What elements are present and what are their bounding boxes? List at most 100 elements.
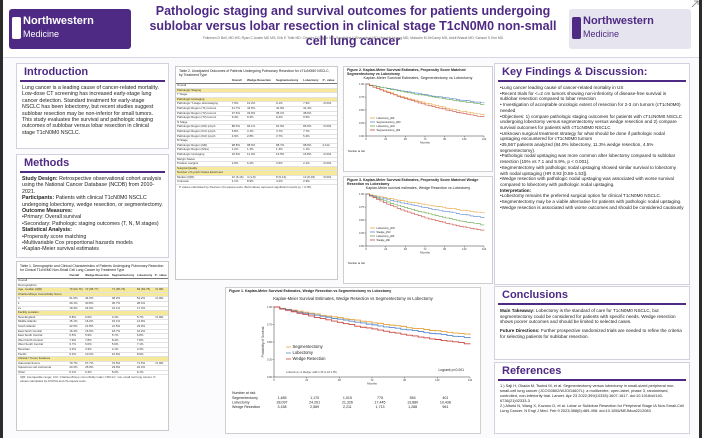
table-cell: Charlson/Deyo Comorbidity Score bbox=[17, 292, 69, 298]
risk-table-header: Number at risk bbox=[348, 261, 366, 265]
table-cell bbox=[321, 111, 337, 117]
risk-row-value: 24,261 bbox=[309, 401, 320, 405]
introduction-text: Lung cancer is a leading cause of cancer… bbox=[22, 85, 159, 136]
table-cell: 4 (1-8) bbox=[246, 175, 276, 181]
table-cell bbox=[153, 310, 168, 316]
participants-label: Participants: bbox=[22, 195, 55, 202]
introduction-heading: Introduction bbox=[20, 64, 165, 82]
table-cell: 15.1% bbox=[110, 320, 136, 325]
table-cell: 91.6% bbox=[275, 125, 303, 130]
table-row: Squamous cell carcinoma 23.2% 25.9% 23.9% 22… bbox=[17, 366, 168, 371]
table-cell bbox=[153, 352, 168, 358]
table-row: Other 6.1% 6.4% 5.6% 6.1% bbox=[17, 370, 168, 376]
table-cell bbox=[321, 157, 337, 163]
outcome-item: •Primary: Overall survival bbox=[22, 214, 82, 221]
table-row: New England 5.8% 6.6% 4.4% 5.7% <0.001 bbox=[17, 315, 168, 321]
table-cell: Middle Atlantic bbox=[17, 320, 69, 325]
table-cell: West North Central bbox=[17, 338, 69, 344]
table-1: Table 1. Demographic and Clinical Charac… bbox=[16, 261, 169, 431]
methods-section: Methods Study Design: Retrospective obse… bbox=[16, 154, 169, 258]
table-cell bbox=[153, 278, 168, 284]
table-cell: Mountain bbox=[17, 347, 69, 353]
y-tick-label: 0.75 bbox=[267, 323, 273, 327]
outcome-item: •Secondary: Pathologic staging outcomes … bbox=[22, 220, 159, 227]
table-cell bbox=[302, 138, 322, 144]
table-cell bbox=[275, 120, 303, 126]
table-cell: 2.8% bbox=[246, 134, 276, 140]
legend-label: Segmentectomy bbox=[293, 344, 324, 349]
table-cell: 10.6% bbox=[110, 352, 136, 358]
table-cell bbox=[230, 92, 247, 98]
table-cell: Pathologic Region (T2) tumors bbox=[176, 111, 231, 117]
table-cell bbox=[321, 166, 337, 172]
table-cell: 42.5% bbox=[246, 106, 276, 112]
table-cell: 0.112 bbox=[321, 143, 337, 149]
table-cell: 86.9% bbox=[302, 125, 322, 130]
table-cell: 38.6% bbox=[302, 111, 322, 117]
figure-3-caption: Figure 3. Kaplan-Meier Survival Estimate… bbox=[347, 178, 479, 187]
table-cell: Pathologic Region (M0) bbox=[176, 143, 231, 149]
x-tick-label: 0 bbox=[273, 378, 275, 382]
y-tick-label: 1.00 bbox=[359, 192, 365, 196]
table-cell: 5.4% bbox=[302, 134, 322, 140]
table-cell: Pathologic Region (M1a) bbox=[176, 148, 231, 153]
table-row: Pathologic Region (T3) tumors 9.4% 9.3% 9.2… bbox=[176, 116, 337, 121]
x-tick-label: 24 bbox=[384, 247, 387, 251]
legend-label: Wedge_pMt bbox=[377, 239, 391, 242]
table-cell: Pathologic T-stage downstaging bbox=[176, 102, 231, 107]
survival-curve-segmentectomy bbox=[274, 306, 471, 339]
table-row: Pathologic Region (T2) tumors 37.6% 33.6% 3… bbox=[176, 111, 337, 117]
table-cell: <0.001 bbox=[321, 161, 337, 167]
table-cell: 1 bbox=[17, 301, 69, 307]
table-cell: 2.9% bbox=[302, 180, 322, 186]
finding-item: •Wedge resection with pathologic nodal u… bbox=[500, 176, 674, 187]
table-cell bbox=[135, 278, 154, 284]
table-cell bbox=[321, 88, 337, 94]
reference-item: 2.) Altorki N, Wang X, Kozono D, et al. … bbox=[500, 402, 684, 413]
y-tick-label: 0.25 bbox=[267, 358, 273, 362]
table-cell bbox=[68, 292, 85, 298]
table-row: Pathologic Region (N2) lymph 4.9% 2.8% 3.7%… bbox=[176, 134, 337, 140]
table-cell bbox=[275, 170, 303, 176]
table-row: Clinical / Tumor Features bbox=[17, 356, 168, 362]
table-cell: Facility Location bbox=[17, 311, 69, 316]
table-cell: 94.1% bbox=[246, 125, 276, 130]
table-cell: <0.001 bbox=[321, 152, 337, 158]
table-cell: 7.8% bbox=[135, 338, 154, 344]
table-2-footnote: P values calculated by Pearson chi-squar… bbox=[179, 185, 312, 190]
y-tick-label: 1.00 bbox=[267, 305, 273, 309]
y-tick-label: 0.25 bbox=[359, 121, 365, 125]
x-tick-label: 48 bbox=[338, 378, 341, 382]
table-cell bbox=[246, 88, 276, 94]
table-header-cell bbox=[17, 274, 69, 280]
table-cell: 69 (63-75) bbox=[135, 288, 154, 293]
table-cell: Other bbox=[17, 370, 69, 376]
table-cell: 37.6% bbox=[230, 111, 247, 117]
x-tick-label: 96 bbox=[443, 137, 446, 141]
table-cell: 22.6% bbox=[68, 324, 85, 330]
y-tick-label: 1.00 bbox=[359, 82, 365, 86]
table-cell: 9.5% bbox=[302, 116, 322, 121]
y-tick-label: 0.00 bbox=[359, 244, 365, 248]
table-cell: 10.0% bbox=[84, 352, 111, 358]
table-cell: 0 bbox=[17, 297, 69, 302]
table-row: West North Central 7.9% 7.8% 8.4% 7.8% bbox=[17, 338, 168, 344]
table-cell: 70 (64-76) bbox=[68, 287, 85, 293]
y-tick-label: 0.00 bbox=[359, 134, 365, 138]
table-cell: 12 (8-18) bbox=[302, 175, 322, 181]
table-row: Adenocarcinoma 70.7% 67.7% 70.5% 71.5% <0.001 bbox=[17, 361, 168, 367]
table-cell bbox=[302, 88, 322, 94]
table-cell bbox=[230, 170, 247, 176]
table-cell: 7.9% bbox=[68, 338, 85, 344]
table-cell: 9.2% bbox=[275, 116, 303, 121]
x-tick-label: 96 bbox=[443, 247, 446, 251]
table-cell bbox=[246, 120, 276, 126]
study-design-label: Study Design: bbox=[22, 176, 58, 182]
fig1-chart: Kaplan-Meier Survival Estimates, Wedge R… bbox=[232, 296, 473, 409]
table-cell bbox=[110, 278, 136, 284]
y-tick-label: 0.25 bbox=[359, 231, 365, 235]
table-cell bbox=[230, 97, 247, 103]
table-row: Pathologic Region (M0) 98.8% 98.6% 98.7% 98.… bbox=[176, 143, 337, 149]
table-cell bbox=[302, 120, 322, 126]
table-cell: 44.6% bbox=[84, 297, 111, 302]
